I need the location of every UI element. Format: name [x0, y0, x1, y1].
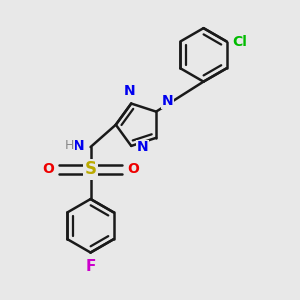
Text: F: F [85, 259, 96, 274]
Text: S: S [85, 160, 97, 178]
Text: N: N [124, 84, 136, 98]
Text: N: N [73, 139, 85, 152]
Text: O: O [42, 162, 54, 176]
Text: Cl: Cl [232, 34, 247, 49]
Text: N: N [161, 94, 173, 108]
Text: H: H [65, 139, 74, 152]
Text: O: O [127, 162, 139, 176]
Text: N: N [136, 140, 148, 154]
